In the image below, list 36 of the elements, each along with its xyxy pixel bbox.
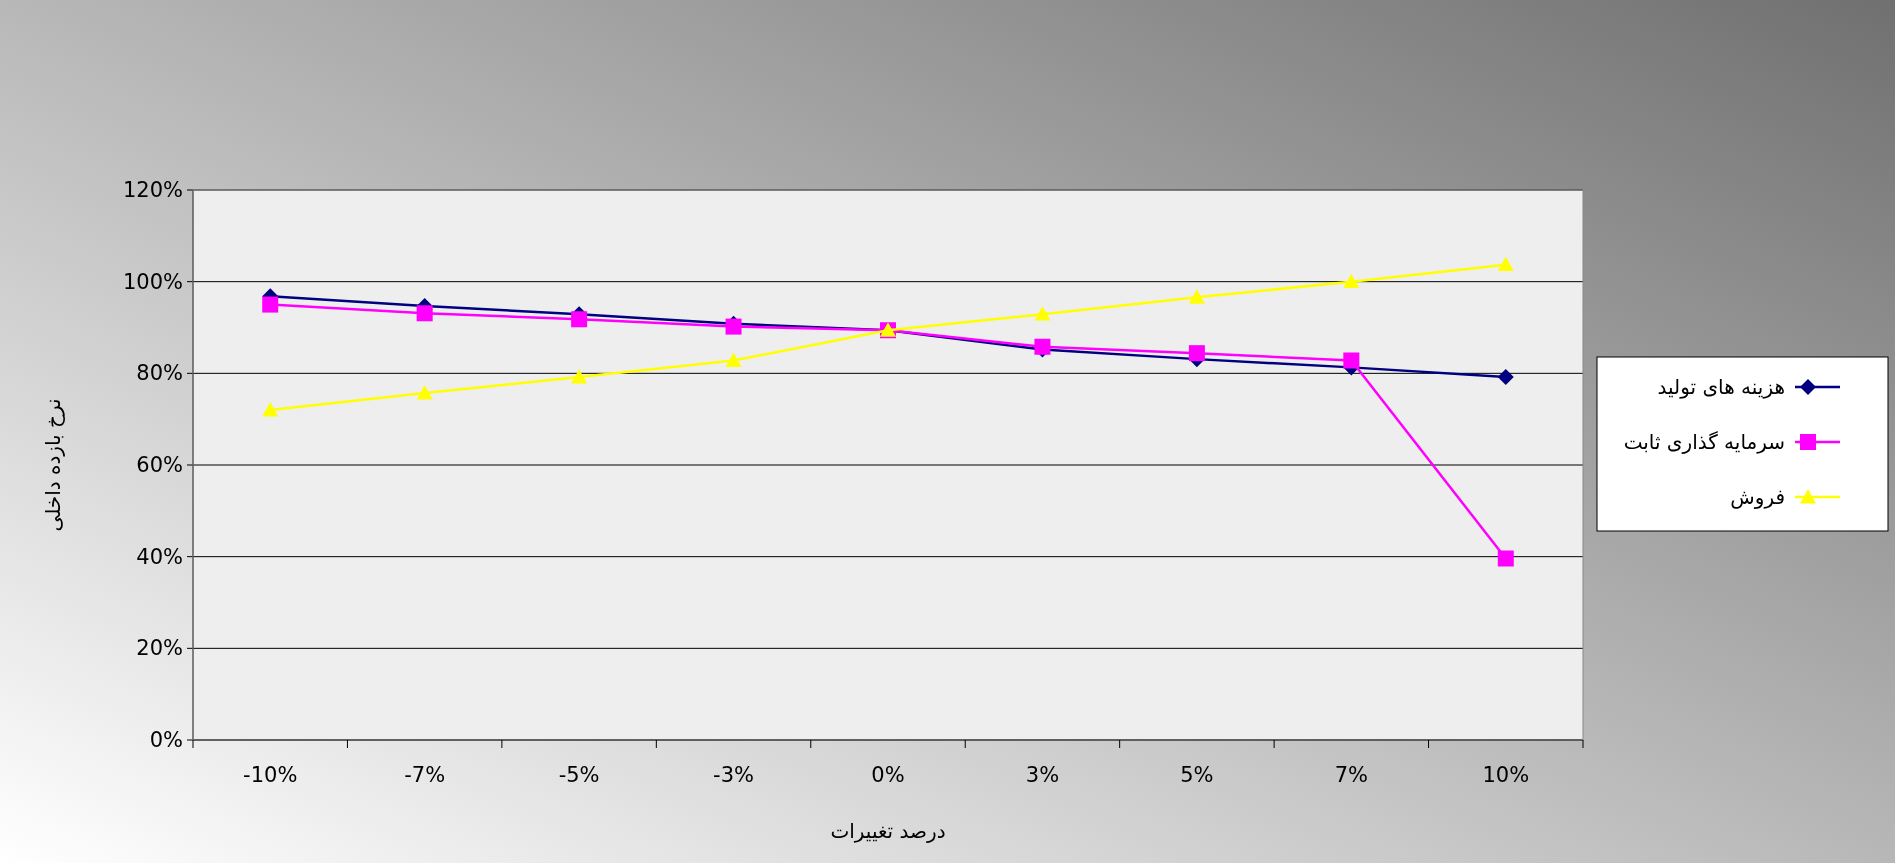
point	[416, 305, 433, 322]
point	[725, 352, 742, 367]
y-axis-title: نرخ بازده داخلی	[41, 398, 65, 532]
x-tick-label: 5%	[1180, 763, 1214, 787]
y-tick-label: 100%	[122, 269, 183, 294]
y-tick-label: 40%	[136, 544, 183, 569]
x-tick-label: -5%	[558, 763, 600, 787]
point	[1343, 352, 1360, 369]
x-axis-title: درصد تغییرات	[830, 819, 946, 843]
x-tick-label: 7%	[1334, 763, 1368, 787]
point	[1497, 369, 1514, 385]
y-tick-label: 20%	[136, 636, 183, 661]
point	[571, 311, 588, 328]
y-tick-label: 120%	[122, 178, 183, 202]
x-tick-label: -7%	[404, 763, 446, 787]
legend-label: هزینه های تولید	[1657, 375, 1785, 399]
x-tick-label: 0%	[871, 763, 905, 787]
point	[1497, 256, 1514, 272]
point	[1034, 306, 1051, 321]
point	[1497, 550, 1514, 567]
point	[1188, 289, 1205, 304]
x-tick-label: 10%	[1482, 763, 1530, 787]
point	[262, 402, 279, 417]
point	[571, 369, 588, 384]
x-tick-label: -10%	[243, 763, 298, 787]
point	[1188, 345, 1205, 362]
legend-label: فروش	[1730, 485, 1785, 509]
point	[262, 296, 279, 313]
legend-label: سرمایه گذاری ثابت	[1623, 430, 1785, 454]
y-tick-label: 60%	[136, 453, 183, 477]
y-tick-label: 0%	[149, 728, 183, 752]
y-tick-label: 80%	[136, 361, 183, 386]
point	[416, 385, 433, 400]
x-tick-label: 3%	[1025, 763, 1060, 787]
point	[1343, 273, 1360, 289]
x-tick-label: -3%	[713, 763, 755, 787]
